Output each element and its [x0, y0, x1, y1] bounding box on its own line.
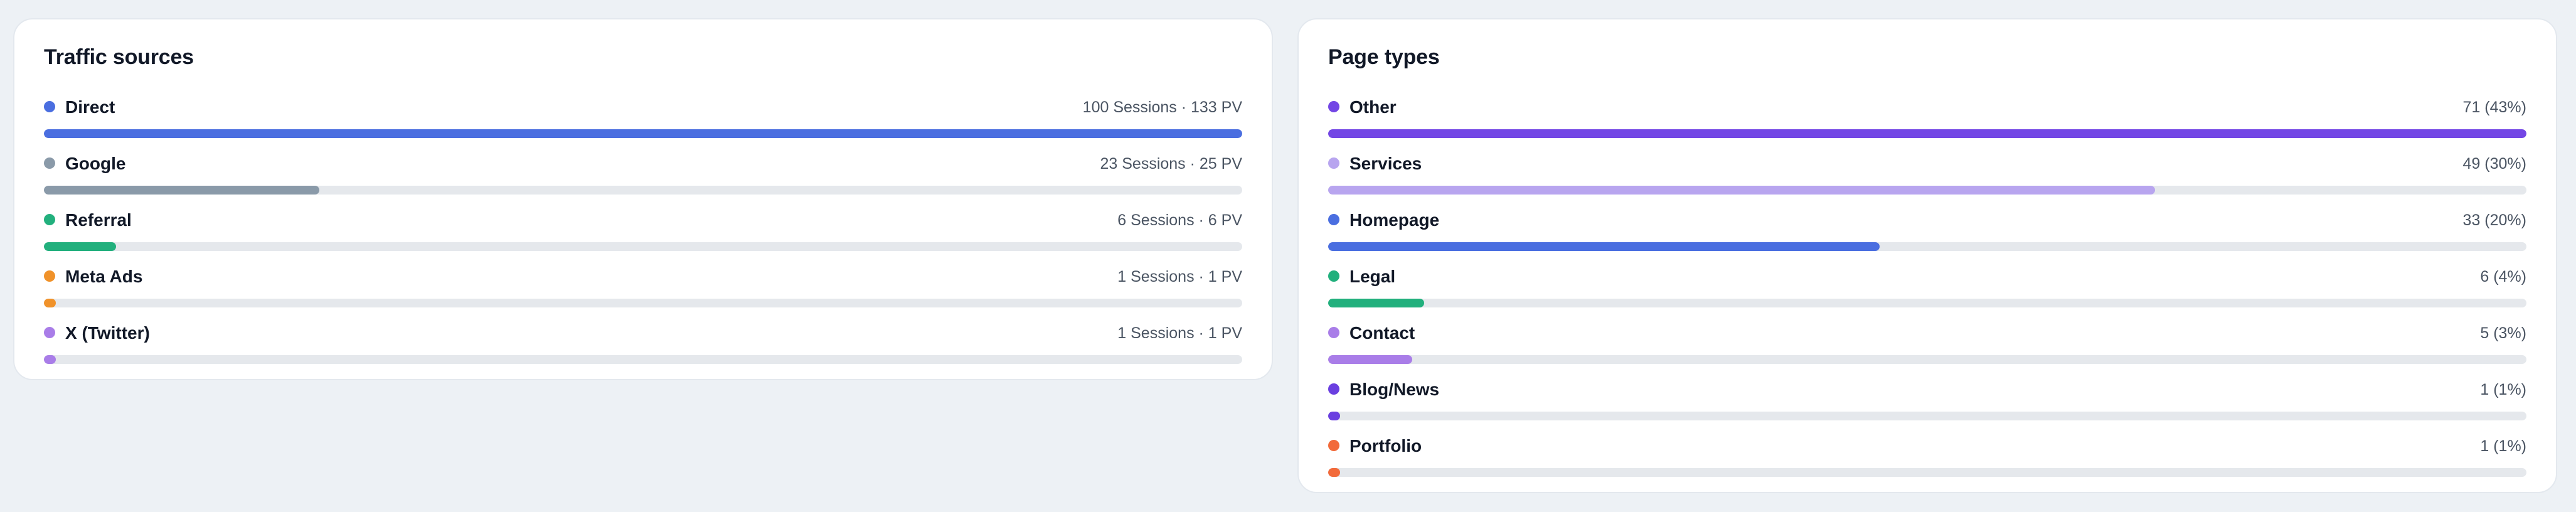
series-dot-icon	[44, 214, 55, 225]
row-stat: 23 Sessions · 25 PV	[1100, 155, 1242, 173]
series-dot-icon	[1328, 383, 1339, 395]
row-stat: 6 (4%)	[2480, 268, 2526, 285]
row-label: Referral	[65, 210, 132, 230]
progress-track	[44, 299, 1242, 307]
page-type-row-other[interactable]: Other 71 (43%)	[1328, 94, 2526, 151]
row-label: Meta Ads	[65, 267, 143, 286]
row-label: Google	[65, 154, 126, 173]
row-label: Homepage	[1349, 210, 1440, 230]
progress-fill	[1328, 355, 1412, 364]
series-dot-icon	[1328, 157, 1339, 169]
traffic-source-row-direct[interactable]: Direct 100 Sessions · 133 PV	[44, 94, 1242, 151]
progress-track	[44, 186, 1242, 195]
row-stat: 33 (20%)	[2462, 211, 2526, 229]
progress-track	[44, 129, 1242, 138]
row-label: Blog/News	[1349, 380, 1440, 399]
traffic-sources-list: Direct 100 Sessions · 133 PV Google 23 S…	[44, 94, 1242, 376]
page-types-title: Page types	[1328, 45, 1440, 69]
row-label: Other	[1349, 97, 1397, 117]
progress-fill	[1328, 468, 1341, 477]
progress-track	[1328, 355, 2526, 364]
series-dot-icon	[1328, 440, 1339, 451]
row-label: Services	[1349, 154, 1422, 173]
progress-fill	[1328, 412, 1341, 420]
page-types-card: Page types Other 71 (43%) Services 49 (3…	[1297, 18, 2557, 493]
progress-track	[44, 355, 1242, 364]
progress-fill	[44, 186, 320, 195]
progress-fill	[1328, 299, 1424, 307]
page-type-row-blog-news[interactable]: Blog/News 1 (1%)	[1328, 376, 2526, 433]
page-type-row-homepage[interactable]: Homepage 33 (20%)	[1328, 207, 2526, 264]
row-label: Legal	[1349, 267, 1396, 286]
page-type-row-legal[interactable]: Legal 6 (4%)	[1328, 264, 2526, 320]
row-stat: 1 Sessions · 1 PV	[1117, 268, 1242, 285]
progress-track	[1328, 299, 2526, 307]
progress-fill	[1328, 242, 1880, 251]
progress-track	[1328, 468, 2526, 477]
traffic-sources-title: Traffic sources	[44, 45, 194, 69]
row-stat: 6 Sessions · 6 PV	[1117, 211, 1242, 229]
progress-fill	[1328, 129, 2526, 138]
progress-track	[1328, 129, 2526, 138]
row-label: Contact	[1349, 323, 1415, 343]
row-label: Direct	[65, 97, 115, 117]
traffic-source-row-google[interactable]: Google 23 Sessions · 25 PV	[44, 151, 1242, 207]
page-types-list: Other 71 (43%) Services 49 (30%) Homepag…	[1328, 94, 2526, 489]
row-stat: 1 (1%)	[2480, 437, 2526, 455]
row-stat: 100 Sessions · 133 PV	[1082, 99, 1242, 116]
progress-fill	[44, 299, 56, 307]
series-dot-icon	[44, 327, 55, 338]
series-dot-icon	[1328, 101, 1339, 112]
row-stat: 71 (43%)	[2462, 99, 2526, 116]
row-stat: 49 (30%)	[2462, 155, 2526, 173]
page-type-row-portfolio[interactable]: Portfolio 1 (1%)	[1328, 433, 2526, 489]
series-dot-icon	[1328, 270, 1339, 282]
traffic-source-row-meta-ads[interactable]: Meta Ads 1 Sessions · 1 PV	[44, 264, 1242, 320]
row-stat: 1 Sessions · 1 PV	[1117, 324, 1242, 342]
progress-track	[1328, 242, 2526, 251]
progress-fill	[1328, 186, 2155, 195]
page-type-row-services[interactable]: Services 49 (30%)	[1328, 151, 2526, 207]
traffic-source-row-referral[interactable]: Referral 6 Sessions · 6 PV	[44, 207, 1242, 264]
series-dot-icon	[44, 101, 55, 112]
row-stat: 1 (1%)	[2480, 381, 2526, 398]
progress-fill	[44, 355, 56, 364]
progress-fill	[44, 129, 1242, 138]
row-stat: 5 (3%)	[2480, 324, 2526, 342]
series-dot-icon	[1328, 214, 1339, 225]
row-label: X (Twitter)	[65, 323, 150, 343]
series-dot-icon	[44, 157, 55, 169]
traffic-sources-card: Traffic sources Direct 100 Sessions · 13…	[13, 18, 1273, 380]
progress-track	[1328, 412, 2526, 420]
progress-track	[1328, 186, 2526, 195]
progress-track	[44, 242, 1242, 251]
page-type-row-contact[interactable]: Contact 5 (3%)	[1328, 320, 2526, 376]
series-dot-icon	[1328, 327, 1339, 338]
progress-fill	[44, 242, 116, 251]
row-label: Portfolio	[1349, 436, 1422, 456]
traffic-source-row-x-twitter[interactable]: X (Twitter) 1 Sessions · 1 PV	[44, 320, 1242, 376]
series-dot-icon	[44, 270, 55, 282]
